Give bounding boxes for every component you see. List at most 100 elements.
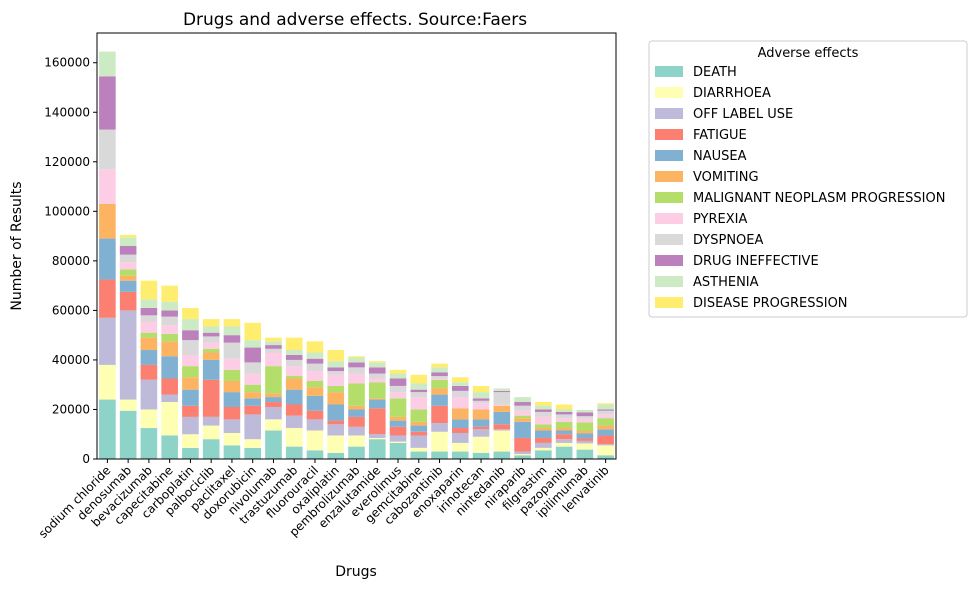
bar-drug-ineffective-17: [452, 385, 469, 391]
legend-swatch-vomiting: [655, 171, 683, 182]
bar-off-label-use-20: [514, 451, 531, 455]
bar-vomiting-6: [223, 380, 241, 393]
bar-drug-ineffective-5: [202, 332, 220, 337]
bar-dyspnoea-6: [223, 342, 241, 359]
bar-vomiting-23: [576, 431, 594, 434]
bar-dyspnoea-17: [452, 390, 469, 398]
bar-death-4: [182, 447, 199, 459]
bar-off-label-use-5: [202, 416, 220, 426]
bar-nausea-9: [285, 389, 303, 405]
bar-vomiting-3: [161, 341, 178, 357]
bar-asthenia-13: [368, 362, 386, 368]
bar-asthenia-7: [244, 340, 262, 348]
bar-off-label-use-6: [223, 419, 241, 433]
bar-fatigue-9: [285, 404, 303, 416]
bar-diarrhoea-16: [431, 431, 448, 452]
bar-disease-progression-11: [327, 350, 345, 362]
bar-off-label-use-16: [431, 423, 448, 432]
bar-disease-progression-17: [452, 377, 469, 383]
bar-asthenia-22: [555, 409, 573, 412]
bar-diarrhoea-21: [535, 447, 552, 451]
bar-disease-progression-24: [597, 403, 614, 405]
bar-diarrhoea-17: [452, 442, 469, 452]
y-tick-label: 140000: [44, 105, 90, 119]
bar-vomiting-21: [535, 428, 552, 431]
bar-off-label-use-8: [265, 406, 282, 420]
bar-malignant-neoplasm-progression-6: [223, 369, 241, 381]
bar-vomiting-13: [368, 398, 386, 400]
bar-malignant-neoplasm-progression-3: [161, 333, 178, 342]
bar-asthenia-2: [140, 299, 158, 308]
bar-malignant-neoplasm-progression-11: [327, 385, 345, 393]
bar-off-label-use-14: [389, 435, 407, 442]
bar-fatigue-17: [452, 428, 469, 433]
legend-swatch-pyrexia: [655, 213, 683, 224]
bar-death-8: [265, 430, 282, 459]
bar-death-2: [140, 428, 158, 459]
bar-pyrexia-7: [244, 373, 262, 385]
bar-diarrhoea-24: [597, 445, 614, 456]
bar-fatigue-0: [99, 279, 116, 318]
bar-asthenia-8: [265, 341, 282, 346]
bar-nausea-10: [306, 395, 324, 411]
x-axis-label: Drugs: [335, 564, 377, 580]
legend-label-malignant-neoplasm-progression: MALIGNANT NEOPLASM PROGRESSION: [693, 191, 945, 206]
legend-swatch-death: [655, 66, 683, 77]
bar-malignant-neoplasm-progression-7: [244, 384, 262, 393]
bar-diarrhoea-3: [161, 402, 178, 436]
bar-malignant-neoplasm-progression-4: [182, 366, 199, 378]
bar-dyspnoea-21: [535, 411, 552, 417]
bar-asthenia-18: [472, 392, 490, 399]
bar-pyrexia-17: [452, 397, 469, 409]
bar-disease-progression-4: [182, 307, 199, 320]
bar-drug-ineffective-10: [306, 358, 324, 364]
bar-nausea-13: [368, 399, 386, 409]
legend-label-dyspnoea: DYSPNOEA: [693, 233, 764, 248]
bar-pyrexia-8: [265, 352, 282, 367]
bar-off-label-use-11: [327, 424, 345, 436]
bar-pyrexia-24: [597, 414, 614, 419]
bar-death-20: [514, 455, 531, 459]
bar-vomiting-12: [348, 405, 365, 410]
y-tick-label: 80000: [52, 254, 90, 268]
bar-dyspnoea-7: [244, 362, 262, 374]
bar-nausea-1: [119, 280, 137, 292]
legend-items: DEATH DIARRHOEA OFF LABEL USE FATIGUE NAUSEA…: [655, 65, 945, 311]
bar-death-0: [99, 399, 116, 459]
bar-pyrexia-18: [472, 403, 490, 410]
bar-drug-ineffective-0: [99, 76, 116, 130]
bar-malignant-neoplasm-progression-22: [555, 421, 573, 429]
bar-malignant-neoplasm-progression-5: [202, 348, 220, 353]
bar-drug-ineffective-11: [327, 367, 345, 372]
bar-death-23: [576, 449, 594, 459]
bar-malignant-neoplasm-progression-1: [119, 269, 137, 276]
bar-pyrexia-0: [99, 169, 116, 204]
legend-label-death: DEATH: [693, 65, 737, 80]
bar-disease-progression-10: [306, 341, 324, 353]
bar-pyrexia-4: [182, 354, 199, 367]
y-axis: 0 20000 40000 60000 80000 100000 120000 140000 1…: [44, 56, 97, 466]
bar-malignant-neoplasm-progression-12: [348, 383, 365, 406]
bar-death-5: [202, 439, 220, 459]
bar-drug-ineffective-4: [182, 330, 199, 341]
bar-asthenia-3: [161, 301, 178, 311]
y-tick-label: 160000: [44, 56, 90, 70]
bar-fatigue-22: [555, 434, 573, 440]
legend-label-asthenia: ASTHENIA: [693, 275, 759, 290]
bar-dyspnoea-2: [140, 315, 158, 322]
bar-vomiting-19: [493, 405, 511, 412]
bar-fatigue-15: [410, 431, 428, 436]
bar-drug-ineffective-2: [140, 307, 158, 316]
bar-fatigue-24: [597, 435, 614, 445]
y-tick-label: 100000: [44, 204, 90, 218]
bar-off-label-use-15: [410, 435, 428, 448]
bar-disease-progression-14: [389, 369, 407, 374]
bar-fatigue-10: [306, 410, 324, 420]
bar-disease-progression-7: [244, 322, 262, 341]
bar-fatigue-13: [368, 408, 386, 435]
bar-nausea-16: [431, 394, 448, 406]
bar-asthenia-19: [493, 388, 511, 391]
legend-swatch-drug-ineffective: [655, 255, 683, 266]
